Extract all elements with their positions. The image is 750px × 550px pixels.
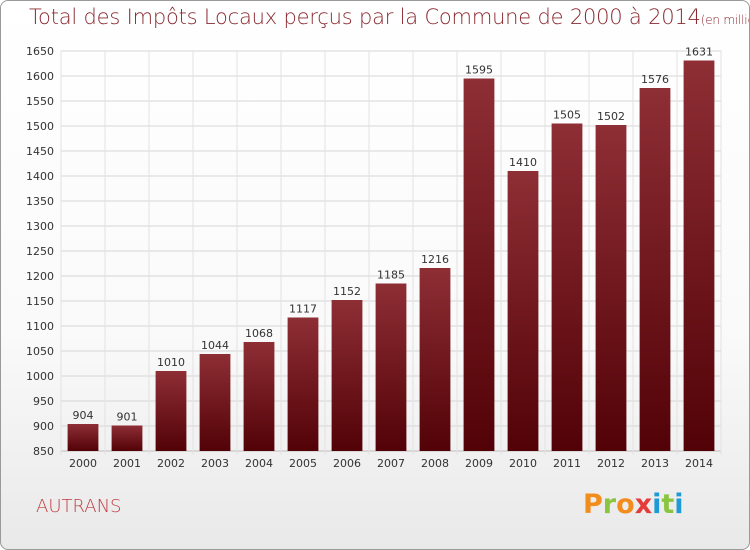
logo-letter: x [634, 489, 653, 520]
bar [507, 171, 539, 451]
bar-value-label: 1216 [421, 253, 449, 266]
y-tick-label: 1200 [26, 270, 54, 283]
y-tick-label: 1350 [26, 195, 54, 208]
y-tick-label: 850 [33, 445, 54, 458]
logo-letter: t [661, 489, 675, 520]
bar-value-label: 1185 [377, 269, 405, 282]
x-tick-label: 2010 [509, 457, 537, 470]
x-tick-label: 2011 [553, 457, 581, 470]
bar [683, 60, 715, 451]
commune-name: AUTRANS [36, 496, 122, 517]
y-tick-label: 1150 [26, 295, 54, 308]
bar [551, 123, 583, 451]
bar-value-label: 1505 [553, 109, 581, 122]
x-tick-label: 2013 [641, 457, 669, 470]
x-tick-label: 2001 [113, 457, 141, 470]
bar-value-label: 1631 [685, 46, 713, 59]
bar-value-label: 1595 [465, 64, 493, 77]
bar-value-label: 1152 [333, 285, 361, 298]
chart-title: Total des Impôts Locaux perçus par la Co… [29, 5, 749, 29]
bar [331, 300, 363, 451]
x-tick-label: 2004 [245, 457, 273, 470]
bar [155, 371, 187, 451]
y-tick-label: 1100 [26, 320, 54, 333]
bar-value-label: 904 [73, 409, 94, 422]
bar [287, 317, 319, 451]
y-tick-label: 1650 [26, 45, 54, 58]
bar [67, 424, 99, 451]
logo-letter: o [616, 489, 635, 520]
bar-value-label: 1502 [597, 110, 625, 123]
bar [199, 354, 231, 451]
chart-title-text: Total des Impôts Locaux perçus par la Co… [29, 5, 701, 29]
x-tick-label: 2008 [421, 457, 449, 470]
label-layer: 850 900 950 1000 1050 1100 1150 1200 1250 1300 135… [26, 45, 713, 470]
bar-value-label: 1576 [641, 73, 669, 86]
bar [463, 78, 495, 451]
y-tick-label: 1600 [26, 70, 54, 83]
y-tick-label: 1500 [26, 120, 54, 133]
bar-value-label: 901 [117, 411, 138, 424]
bar-value-label: 1410 [509, 156, 537, 169]
bar-value-label: 1068 [245, 327, 273, 340]
y-tick-label: 950 [33, 395, 54, 408]
y-tick-label: 1450 [26, 145, 54, 158]
bar-value-label: 1117 [289, 303, 317, 316]
x-tick-label: 2014 [685, 457, 713, 470]
logo-letter: i [652, 489, 662, 520]
bar [419, 268, 451, 451]
x-tick-label: 2003 [201, 457, 229, 470]
bar [111, 425, 143, 451]
x-tick-label: 2007 [377, 457, 405, 470]
y-tick-label: 900 [33, 420, 54, 433]
y-tick-label: 1300 [26, 220, 54, 233]
bar [595, 125, 627, 451]
x-tick-label: 2002 [157, 457, 185, 470]
x-tick-label: 2005 [289, 457, 317, 470]
bar-value-label: 1010 [157, 356, 185, 369]
bar [243, 342, 275, 451]
logo-letter: r [602, 489, 617, 520]
logo-letter: P [583, 489, 603, 520]
bar-value-label: 1044 [201, 339, 229, 352]
x-tick-label: 2012 [597, 457, 625, 470]
chart-unit: (en milliers d'€) [700, 13, 749, 27]
y-tick-label: 1000 [26, 370, 54, 383]
logo-letter: i [674, 489, 684, 520]
bar [375, 283, 407, 451]
bar [639, 88, 671, 451]
x-tick-label: 2009 [465, 457, 493, 470]
y-tick-label: 1250 [26, 245, 54, 258]
x-tick-label: 2006 [333, 457, 361, 470]
x-tick-label: 2000 [69, 457, 97, 470]
y-tick-label: 1050 [26, 345, 54, 358]
proxiti-logo[interactable]: Proxiti [583, 489, 684, 520]
y-tick-label: 1400 [26, 170, 54, 183]
y-tick-label: 1550 [26, 95, 54, 108]
bar-layer [67, 60, 715, 451]
